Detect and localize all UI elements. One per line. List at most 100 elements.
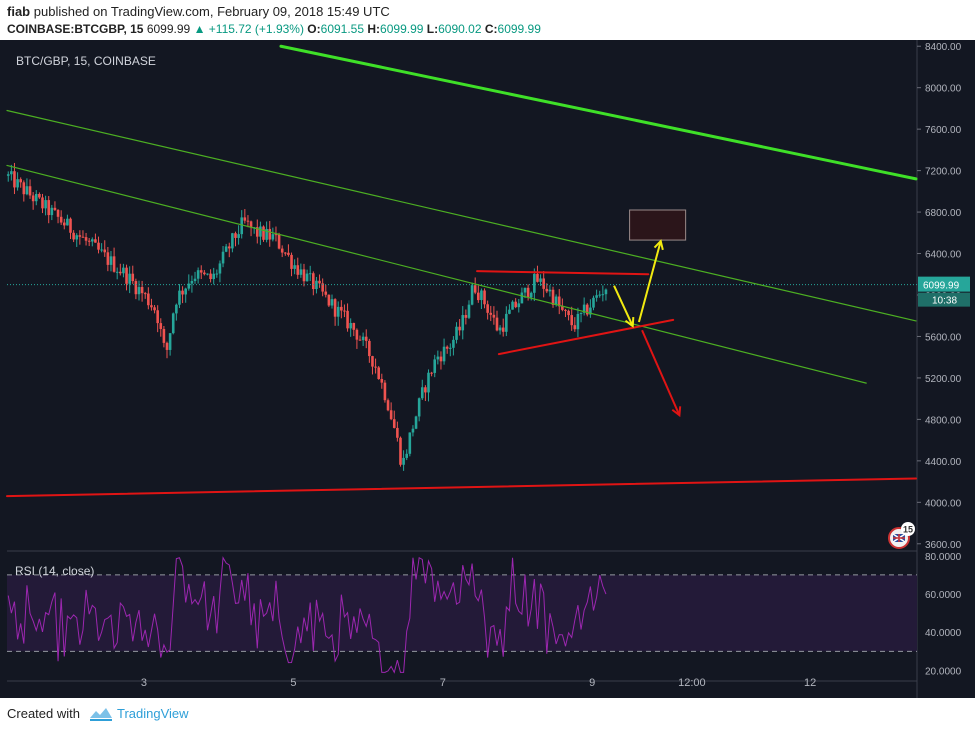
candle-body <box>420 387 424 399</box>
candle-body <box>349 322 352 329</box>
candle-body <box>327 294 331 306</box>
green-trend-thick-line <box>279 44 918 181</box>
candle-body <box>589 307 592 315</box>
candles <box>6 162 608 471</box>
candle-body <box>44 200 47 209</box>
rsi-tick-label: 60.0000 <box>925 590 962 601</box>
chart-canvas[interactable]: 80.0000 60.0000 40.0000 20.0000 8400.00 8000… <box>0 40 975 698</box>
candle-body <box>66 218 69 226</box>
tradingview-brand-link[interactable]: TradingView <box>117 706 189 721</box>
candle-body <box>477 292 480 301</box>
x-tick-label: 3 <box>141 677 147 689</box>
candle-body <box>358 339 362 341</box>
x-tick-label: 12 <box>804 677 816 689</box>
tradingview-logo-icon[interactable] <box>88 704 114 724</box>
candle-body <box>542 278 545 289</box>
candle-body <box>277 234 281 249</box>
candle-body <box>433 359 437 373</box>
y-tick-label: 3600.00 <box>925 540 962 551</box>
triangle-top-line <box>476 270 650 276</box>
candle-body <box>579 312 583 314</box>
candle-body <box>554 296 558 305</box>
candle-body <box>324 291 328 295</box>
candle-body <box>461 315 465 331</box>
candle-body <box>50 207 54 216</box>
candle-body <box>396 427 399 438</box>
candle-body <box>321 283 324 292</box>
candle-body <box>539 278 542 282</box>
candle-body <box>75 235 79 240</box>
rsi-tick-label: 40.0000 <box>925 628 962 639</box>
candle-body <box>480 290 483 301</box>
candle-body <box>293 265 296 269</box>
candle-body <box>595 295 598 298</box>
candle-body <box>368 340 371 357</box>
chart-area[interactable]: 80.0000 60.0000 40.0000 20.0000 8400.00 8000… <box>0 40 975 698</box>
rsi-pane-background <box>7 574 917 652</box>
candle-body <box>336 306 340 317</box>
candle-body <box>383 382 387 401</box>
candle-body <box>486 304 489 313</box>
candle-body <box>374 366 377 368</box>
candle-body <box>209 273 212 280</box>
candle-body <box>495 317 499 331</box>
candle-body <box>16 179 19 188</box>
candle-body <box>90 239 94 242</box>
candle-body <box>408 432 412 454</box>
candle-body <box>536 273 539 282</box>
candle-body <box>455 326 458 340</box>
candle-body <box>561 306 564 310</box>
candle-body <box>262 226 265 240</box>
price-change: ▲ +115.72 (+1.93%) <box>193 22 304 36</box>
x-tick-label: 5 <box>290 677 296 689</box>
candle-body <box>296 265 300 275</box>
footer: Created with TradingView <box>0 698 975 731</box>
candle-body <box>564 309 567 311</box>
candle-body <box>290 254 293 269</box>
candle-body <box>280 248 284 253</box>
target-box <box>629 209 687 241</box>
candle-body <box>184 288 187 295</box>
candle-body <box>109 256 113 265</box>
candle-body <box>340 306 343 311</box>
rsi-pane: 80.0000 60.0000 40.0000 20.0000 <box>7 552 962 677</box>
yellow-arrow-up <box>637 240 662 323</box>
y-tick-label: 6800.00 <box>925 208 962 219</box>
author-name[interactable]: fiab <box>7 4 31 19</box>
y-tick-label: 7600.00 <box>925 125 962 136</box>
candle-body <box>489 312 493 315</box>
candle-body <box>168 333 172 350</box>
candle-body <box>439 356 443 362</box>
candle-body <box>243 217 247 221</box>
red-arrow-down-head <box>671 406 682 418</box>
candle-body <box>100 249 103 251</box>
candle-body <box>122 267 125 274</box>
green-channel-lower-line <box>6 164 867 384</box>
candle-body <box>511 301 514 310</box>
candle-body <box>106 252 110 265</box>
candle-body <box>529 292 533 298</box>
flag-icon[interactable]: 15 <box>888 522 915 549</box>
rsi-label: RSI (14, close) <box>15 564 94 578</box>
axes: 8400.00 8000.00 7600.00 7200.00 6800.00 6400.… <box>141 42 970 689</box>
y-tick-label: 7200.00 <box>925 167 962 178</box>
candle-body <box>299 269 303 275</box>
candle-body <box>47 200 51 216</box>
open-label: O: <box>307 22 321 36</box>
candle-body <box>442 346 446 362</box>
candle-body <box>81 236 85 238</box>
y-tick-label: 4800.00 <box>925 415 962 426</box>
candle-body <box>414 416 418 429</box>
candle-body <box>97 242 100 250</box>
candle-body <box>13 171 16 188</box>
candle-body <box>38 194 41 198</box>
candle-body <box>231 233 234 249</box>
green-channel-upper-line <box>6 109 917 322</box>
rsi-tick-label: 80.0000 <box>925 552 962 563</box>
candle-body <box>218 263 222 274</box>
candle-body <box>190 281 194 284</box>
candle-body <box>25 186 29 195</box>
rsi-line <box>7 556 607 674</box>
candle-body <box>112 256 116 272</box>
y-tick-label: 6400.00 <box>925 250 962 261</box>
